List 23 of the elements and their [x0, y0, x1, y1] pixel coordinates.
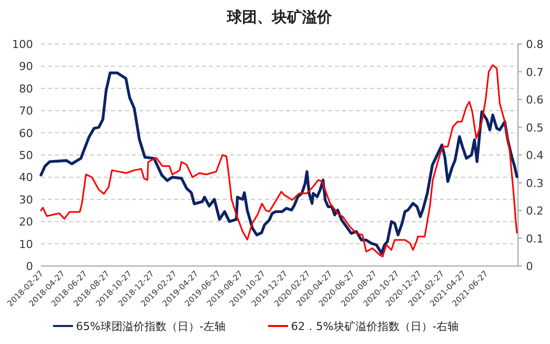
- y-tick-label: 30: [19, 193, 33, 206]
- y-tick-label: 90: [19, 60, 33, 74]
- y2-tick-label: 0.4: [526, 149, 544, 162]
- y2-tick-label: 0.1: [526, 232, 544, 246]
- y-tick-label: 50: [19, 149, 33, 162]
- y2-tick-label: 0.3: [526, 176, 544, 190]
- y-tick-label: 20: [19, 216, 33, 229]
- y-tick-label: 100: [12, 38, 33, 51]
- y2-tick-label: 0.8: [526, 38, 544, 51]
- y-tick-label: 40: [19, 171, 33, 184]
- y2-tick-label: 0: [526, 260, 533, 273]
- y2-tick-label: 0.2: [526, 204, 544, 218]
- y2-tick-label: 0.5: [526, 121, 544, 134]
- y-tick-label: 60: [19, 126, 33, 140]
- y2-tick-label: 0.7: [526, 66, 544, 79]
- y-tick-label: 0: [26, 260, 33, 273]
- y-tick-label: 70: [19, 104, 33, 118]
- y-tick-label: 10: [19, 238, 33, 251]
- chart-title: 球团、块矿溢价: [226, 8, 333, 26]
- legend-label: 62．5%块矿溢价指数（日）-右轴: [291, 320, 458, 333]
- legend-label: 65%球团溢价指数（日）-左轴: [76, 320, 226, 333]
- y2-tick-label: 0.6: [526, 94, 544, 106]
- y-tick-label: 80: [19, 82, 33, 96]
